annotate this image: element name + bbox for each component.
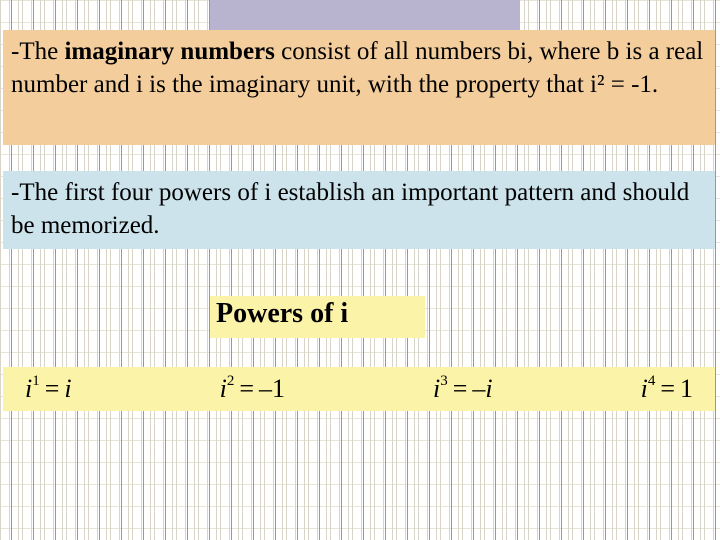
f1-rhs-i: i — [64, 374, 71, 403]
f3-exp: 3 — [440, 373, 448, 389]
f2-eq: = — [239, 374, 254, 403]
f2-neg: – — [259, 374, 272, 403]
formula-i3: i3=–i — [433, 374, 493, 404]
def-prefix: -The — [11, 38, 64, 65]
f4-rhs-num: 1 — [680, 374, 693, 403]
f3-neg: – — [472, 374, 485, 403]
f4-exp: 4 — [648, 373, 656, 389]
powers-heading: Powers of i — [210, 296, 425, 338]
f1-exp: 1 — [32, 373, 40, 389]
definition-box: -The imaginary numbers consist of all nu… — [3, 30, 715, 145]
f2-exp: 2 — [227, 373, 235, 389]
powers-heading-text: Powers of i — [216, 298, 348, 329]
top-accent-bar — [210, 0, 520, 30]
f1-eq: = — [45, 374, 60, 403]
formula-i4: i4=1 — [641, 374, 693, 404]
formula-i2: i2=–1 — [220, 374, 285, 404]
def-bold: imaginary numbers — [64, 38, 281, 65]
f4-eq: = — [660, 374, 675, 403]
f2-rhs-num: 1 — [272, 374, 285, 403]
formula-row: i1=i i2=–1 i3=–i i4=1 — [3, 367, 715, 411]
f3-eq: = — [453, 374, 468, 403]
pattern-box: -The first four powers of i establish an… — [3, 171, 715, 249]
formula-i1: i1=i — [25, 374, 72, 404]
f3-rhs-i: i — [485, 374, 492, 403]
pattern-text: -The first four powers of i establish an… — [11, 179, 689, 239]
f4-base: i — [641, 374, 648, 403]
f2-base: i — [220, 374, 227, 403]
